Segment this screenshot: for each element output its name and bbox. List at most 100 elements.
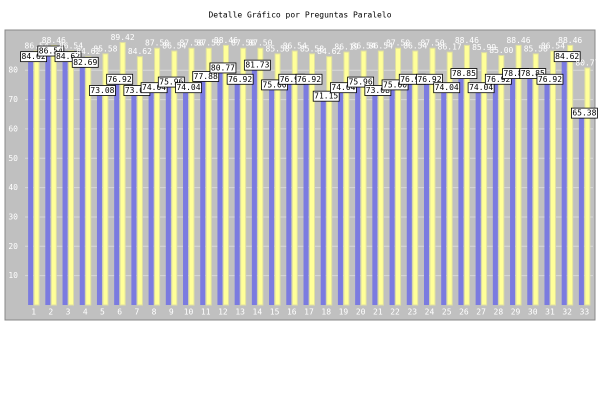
value-label: 86.54 — [541, 42, 565, 51]
bar — [79, 62, 85, 305]
bar — [532, 53, 539, 306]
value-label: 85.58 — [300, 44, 324, 53]
value-label: 74.04 — [176, 83, 200, 92]
value-label-box — [364, 85, 392, 96]
x-tick-label: 6 — [117, 308, 122, 317]
value-label: 85.58 — [266, 44, 290, 53]
bar — [96, 90, 102, 305]
value-label: 86.54 — [162, 42, 186, 51]
value-label: 86.54 — [369, 42, 393, 51]
bar — [481, 52, 488, 306]
value-label: 75.00 — [383, 80, 407, 89]
value-label: 88.46 — [558, 36, 582, 45]
bar — [429, 47, 436, 306]
bar — [148, 87, 154, 305]
bar — [377, 50, 384, 306]
chart-title: Detalle Gráfico por Preguntas Paralelo — [208, 11, 391, 20]
x-tick-label: 14 — [253, 308, 263, 317]
value-label: 84.62 — [128, 47, 152, 56]
x-tick-label: 4 — [83, 308, 88, 317]
x-tick-label: 17 — [304, 308, 314, 317]
value-label: 74.04 — [331, 83, 355, 92]
x-tick-label: 5 — [100, 308, 105, 317]
bar — [217, 67, 223, 305]
bar — [309, 53, 315, 306]
value-label: 76.92 — [417, 75, 441, 84]
value-label: 80.77 — [575, 58, 599, 67]
bar — [320, 96, 326, 305]
value-label-box — [416, 73, 443, 85]
value-label-box — [519, 68, 547, 79]
y-tick-label: 60 — [8, 124, 18, 133]
bar — [561, 56, 567, 306]
x-tick-label: 31 — [545, 308, 555, 317]
bar — [510, 73, 516, 305]
value-label: 78.85 — [503, 69, 527, 78]
value-label: 85.99 — [472, 43, 496, 52]
x-tick-label: 7 — [134, 308, 139, 317]
value-label-box — [347, 76, 375, 88]
value-label: 86.54 — [403, 42, 427, 51]
bar — [136, 56, 143, 306]
value-label: 85.58 — [524, 44, 548, 53]
value-label: 77.88 — [194, 72, 218, 81]
bar — [475, 87, 481, 305]
bar — [423, 79, 429, 305]
value-label: 74.04 — [435, 83, 459, 92]
value-label-box — [312, 90, 340, 102]
value-label-box — [106, 73, 134, 85]
bar — [240, 47, 247, 306]
bar — [515, 44, 522, 306]
bar — [441, 87, 447, 305]
bar — [165, 82, 171, 305]
value-label-box — [484, 73, 512, 85]
value-label-box — [330, 82, 357, 94]
x-tick-label: 25 — [442, 308, 452, 317]
value-label-box — [381, 79, 409, 91]
x-tick-label: 20 — [356, 308, 366, 317]
value-label: 74.04 — [142, 83, 166, 92]
bar — [567, 44, 574, 306]
value-label: 87.50 — [145, 39, 169, 48]
value-label: 86.54 — [59, 42, 83, 51]
value-label: 76.92 — [538, 75, 562, 84]
x-tick-label: 10 — [184, 308, 194, 317]
x-tick-label: 18 — [321, 308, 331, 317]
x-tick-label: 28 — [494, 308, 504, 317]
bar — [446, 51, 453, 306]
x-tick-label: 29 — [511, 308, 521, 317]
value-label: 86.17 — [438, 43, 462, 52]
value-label: 73.08 — [125, 86, 149, 95]
value-label: 87.50 — [179, 39, 203, 48]
value-label: 87.50 — [197, 39, 221, 48]
value-label: 76.92 — [280, 75, 304, 84]
bar — [234, 79, 240, 305]
value-label-box — [570, 107, 598, 119]
value-label: 86.19 — [334, 43, 358, 52]
x-tick-label: 13 — [235, 308, 245, 317]
value-label: 86.54 — [352, 42, 376, 51]
value-label-box — [209, 62, 237, 74]
bar — [274, 53, 281, 306]
value-label-box — [54, 51, 82, 63]
bar — [33, 50, 40, 306]
value-label: 75.00 — [263, 80, 287, 89]
value-label: 84.62 — [76, 47, 100, 56]
value-label-box — [175, 82, 202, 94]
bar — [114, 79, 120, 305]
y-tick-label: 20 — [8, 242, 18, 251]
bar — [372, 90, 378, 305]
x-tick-label: 21 — [373, 308, 383, 317]
value-label-box — [261, 79, 288, 91]
y-tick-label: 70 — [8, 95, 18, 104]
value-label: 78.85 — [452, 69, 476, 78]
bar — [269, 84, 275, 306]
value-label: 74.04 — [469, 83, 493, 92]
value-label: 88.46 — [506, 36, 530, 45]
y-tick-label: 10 — [8, 271, 18, 280]
x-tick-label: 23 — [407, 308, 417, 317]
bar — [389, 84, 395, 306]
value-label: 84.62 — [317, 47, 341, 56]
value-label-box — [226, 73, 254, 85]
value-label: 75.96 — [159, 78, 183, 87]
